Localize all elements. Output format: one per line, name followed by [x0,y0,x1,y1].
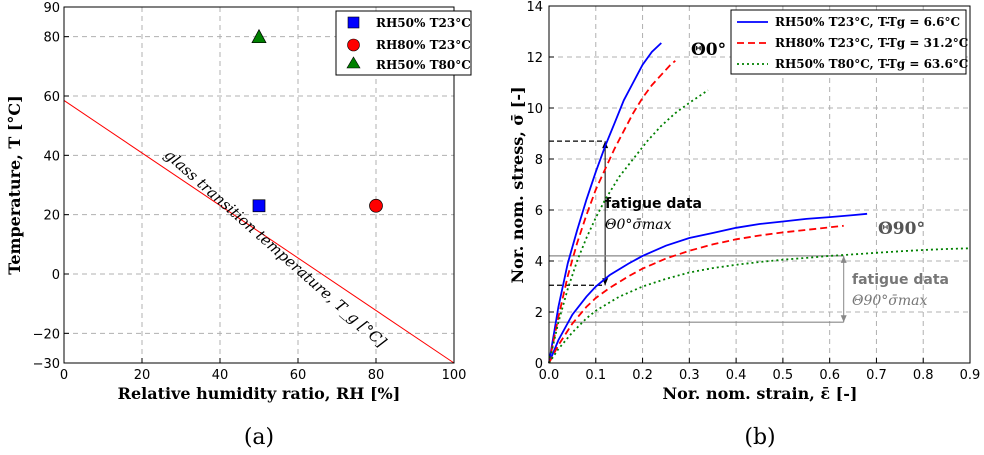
chart-a-legend-square-icon [347,16,360,29]
chart-b-series-line-4 [548,224,844,364]
fatigue-0-label: fatigue data [605,196,702,212]
chart-a-ticks: 0 20 40 60 80 100 −30 −20 0 20 40 60 80 90 [33,1,467,383]
chart-b-xtick-label: 0.3 [679,368,700,383]
theta90-arrowhead-up-icon [840,255,847,263]
chart-b-xtick-label: 0.4 [726,368,747,383]
chart-b-legend: RH50% T23°C, T-Tg = 6.6°C RH80% T23°C, T… [730,9,968,75]
theta90-label: Θ90° [878,219,925,239]
chart-b-ytick-label: 10 [526,102,543,117]
chart-b: 0.0 0.1 0.2 0.3 0.4 0.5 0.6 0.7 0.8 0.9 0 2 4 6 8 10 12 1… [508,0,980,450]
chart-a-ytick-label: 20 [43,209,60,224]
chart-a-ytick-label: 0 [52,268,60,283]
chart-a-point-triangle [251,28,267,44]
chart-b-legend-box [730,9,967,75]
chart-a-tg-line [63,100,455,364]
fatigue-0-sub: Θ0°σ̄max [605,217,672,233]
chart-a-ytick-label: 60 [43,90,60,105]
chart-a-legend-circle-icon [347,38,360,52]
chart-b-xtick-label: 0.2 [632,368,653,383]
theta0-label: Θ0° [691,40,726,60]
chart-a-ytick-label: 80 [43,31,60,46]
chart-b-marks [548,42,971,364]
chart-a-legend: RH50% T23°C RH80% T23°C RH50% T80°C [335,10,472,76]
chart-a-annotation: glass transition temperature, T_g [°C] [161,146,390,351]
chart-b-frame [548,5,971,364]
chart-b-xlabel: Nor. nom. strain, ε̄ [-] [663,384,858,403]
chart-b-ytick-label: 4 [535,255,543,270]
chart-b-ytick-label: 6 [535,204,543,219]
chart-a-legend-label-2: RH50% T80°C [376,58,471,72]
chart-b-xtick-label: 0.1 [585,368,606,383]
chart-a-xtick-label: 80 [368,368,385,383]
chart-b-ytick-label: 0 [535,357,543,372]
chart-b-series-line-3 [548,212,868,364]
chart-b-reference-lines [549,140,847,323]
caption-a: (a) [244,425,274,450]
chart-b-series-line-0 [548,42,662,364]
chart-b-series-line-1 [548,60,676,364]
chart-b-series-line-2 [548,89,709,364]
chart-b-xtick-label: 0.8 [913,368,934,383]
chart-a-ytick-label: −20 [33,327,60,342]
chart-a-legend-label-1: RH80% T23°C [376,38,471,52]
chart-b-ytick-label: 12 [526,51,543,66]
chart-b-ytick-label: 2 [535,306,543,321]
caption-b: (b) [744,425,775,450]
chart-a-xtick-label: 100 [442,368,467,383]
chart-a-xtick-label: 0 [60,368,68,383]
chart-a-ylabel: Temperature, T [°C] [5,95,24,274]
chart-b-ylabel: Nor. nom. stress, σ̄ [-] [508,86,527,283]
chart-b-legend-label-1: RH80% T23°C, T-Tg = 31.2°C [775,36,968,50]
chart-b-legend-label-2: RH50% T80°C, T-Tg = 63.6°C [775,57,968,71]
chart-a-ytick-label: −30 [33,357,60,372]
chart-b-xtick-label: 0.0 [539,368,560,383]
chart-b-ytick-label: 14 [526,0,543,15]
chart-b-xtick-label: 0.9 [960,368,981,383]
chart-a-point-square [252,199,266,213]
chart-a-marks [63,28,455,364]
chart-a-xlabel: Relative humidity ratio, RH [%] [118,384,401,403]
chart-b-xtick-label: 0.5 [773,368,794,383]
fatigue-90-label: fatigue data [852,272,949,288]
chart-a-ytick-label: 40 [43,149,60,164]
chart-b-legend-label-0: RH50% T23°C, T-Tg = 6.6°C [775,15,960,29]
chart-a-xtick-label: 40 [212,368,229,383]
chart-a-point-circle [369,198,383,213]
theta90-arrowhead-down-icon [840,315,847,323]
chart-a-xtick-label: 20 [134,368,151,383]
chart-a-legend-label-0: RH50% T23°C [376,16,471,30]
chart-a-legend-triangle-icon [346,56,361,69]
chart-b-series-line-5 [548,247,971,364]
chart-b-ytick-label: 8 [535,153,543,168]
chart-a: 0 20 40 60 80 100 −30 −20 0 20 40 60 80 90 Relative h… [5,1,472,450]
chart-a-ytick-label: 90 [43,1,60,16]
fatigue-90-sub: Θ90°σ̄max [852,293,927,309]
chart-b-ticks: 0.0 0.1 0.2 0.3 0.4 0.5 0.6 0.7 0.8 0.9 0 2 4 6 8 10 12 1… [526,0,980,383]
chart-b-xtick-label: 0.7 [866,368,887,383]
chart-a-xtick-label: 60 [290,368,307,383]
chart-a-frame [63,6,455,364]
chart-b-xtick-label: 0.6 [819,368,840,383]
